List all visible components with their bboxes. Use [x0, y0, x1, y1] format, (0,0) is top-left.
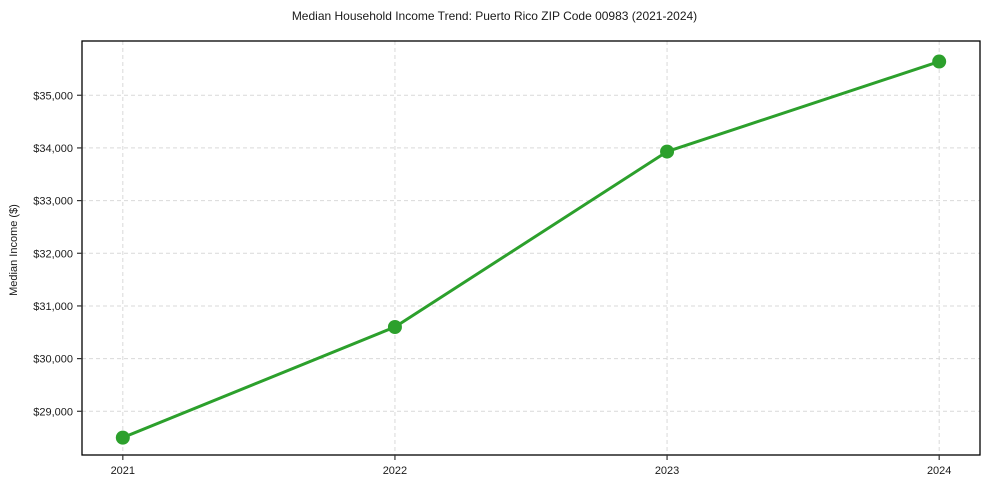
x-tick-label-2023: 2023 — [655, 465, 679, 477]
y-tick-label-31000: $31,000 — [33, 301, 73, 313]
x-tick-label-2022: 2022 — [383, 465, 407, 477]
y-tick-label-33000: $33,000 — [33, 196, 73, 208]
data-point-2023 — [660, 144, 675, 159]
plot-border — [81, 40, 981, 456]
y-tick-label-35000: $35,000 — [33, 90, 73, 102]
y-tick-label-29000: $29,000 — [33, 406, 73, 418]
trend-line — [121, 60, 941, 440]
y-tick-label-32000: $32,000 — [33, 248, 73, 260]
y-tick-label-34000: $34,000 — [33, 143, 73, 155]
chart-title: Median Household Income Trend: Puerto Ri… — [291, 9, 698, 23]
data-point-2024 — [932, 54, 947, 69]
x-tick-label-2024: 2024 — [927, 465, 951, 477]
data-point-2021 — [115, 430, 130, 445]
data-point-2022 — [387, 320, 402, 335]
x-tick-label-2021: 2021 — [111, 465, 135, 477]
y-tick-label-30000: $30,000 — [33, 354, 73, 366]
y-axis-label: Median Income ($) — [8, 204, 20, 296]
